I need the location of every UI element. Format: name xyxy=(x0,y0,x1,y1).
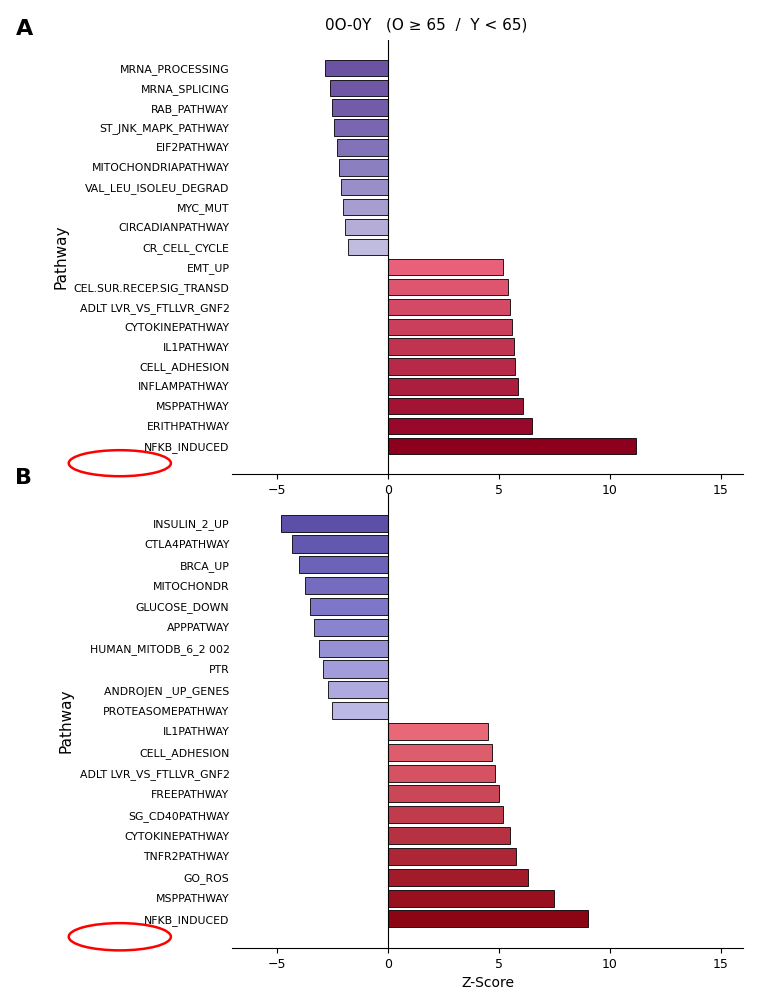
X-axis label: Z-Score: Z-Score xyxy=(461,976,514,990)
Bar xyxy=(324,661,388,678)
Bar xyxy=(388,278,508,295)
Bar xyxy=(292,536,388,553)
Bar xyxy=(345,219,388,236)
Bar xyxy=(388,764,495,781)
Bar xyxy=(388,848,516,865)
Bar xyxy=(332,703,388,720)
Bar xyxy=(388,418,532,434)
Bar xyxy=(388,806,503,823)
Bar xyxy=(388,358,515,374)
Bar xyxy=(341,179,388,196)
Bar xyxy=(388,785,498,802)
Bar xyxy=(388,438,636,454)
Bar xyxy=(334,120,388,136)
Text: 0O-0Y   (O ≥ 65  /  Y < 65): 0O-0Y (O ≥ 65 / Y < 65) xyxy=(324,18,527,33)
X-axis label: Z-Score: Z-Score xyxy=(461,502,514,516)
Bar xyxy=(348,239,388,255)
Bar xyxy=(326,60,388,76)
Y-axis label: Pathway: Pathway xyxy=(53,225,68,289)
Bar xyxy=(388,889,554,906)
Text: A: A xyxy=(15,19,33,39)
Bar xyxy=(343,199,388,216)
Bar xyxy=(337,140,388,156)
Bar xyxy=(319,640,388,657)
Bar xyxy=(310,598,388,615)
Bar xyxy=(299,556,388,574)
Bar xyxy=(281,515,388,532)
Bar xyxy=(388,723,488,740)
Bar xyxy=(388,868,528,886)
Bar xyxy=(388,398,523,414)
Bar xyxy=(327,682,388,699)
Bar xyxy=(388,827,510,844)
Bar xyxy=(306,577,388,594)
Bar xyxy=(388,298,510,315)
Y-axis label: Pathway: Pathway xyxy=(59,689,74,753)
Text: B: B xyxy=(15,468,33,488)
Bar xyxy=(388,338,514,354)
Bar xyxy=(388,318,512,335)
Bar xyxy=(330,80,388,96)
Bar xyxy=(314,619,388,636)
Bar xyxy=(388,910,587,927)
Bar xyxy=(388,744,492,760)
Bar xyxy=(339,160,388,176)
Bar xyxy=(388,258,503,275)
Bar xyxy=(388,378,518,394)
Bar xyxy=(332,100,388,116)
